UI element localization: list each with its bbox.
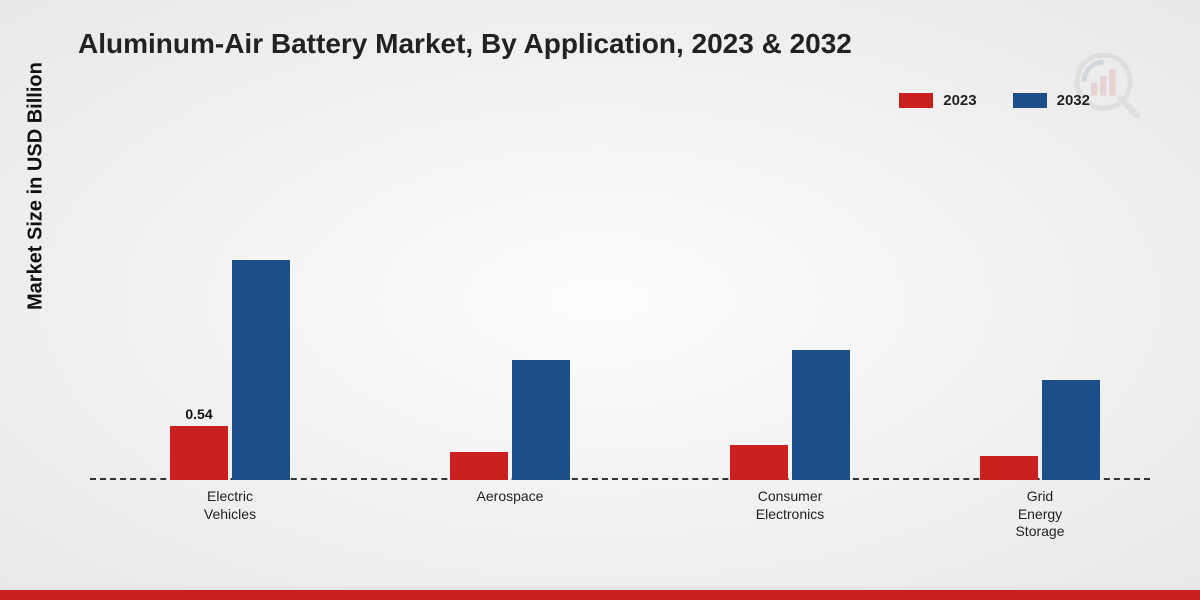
- bar-group-grid-energy-storage: Grid Energy Storage: [960, 380, 1120, 480]
- legend-item-2032: 2032: [1013, 92, 1090, 109]
- y-axis-label: Market Size in USD Billion: [25, 62, 48, 310]
- bar-group-aerospace: Aerospace: [430, 360, 590, 480]
- page: Aluminum-Air Battery Market, By Applicat…: [0, 0, 1200, 600]
- category-label-grid-energy-storage: Grid Energy Storage: [960, 488, 1120, 541]
- legend-label-2032: 2032: [1057, 92, 1090, 109]
- category-label-electric-vehicles: Electric Vehicles: [150, 488, 310, 523]
- chart-title: Aluminum-Air Battery Market, By Applicat…: [78, 28, 852, 60]
- bar-2023-grid-energy-storage: [980, 456, 1038, 480]
- bar-2023-electric-vehicles: [170, 426, 228, 480]
- legend-label-2023: 2023: [943, 92, 976, 109]
- bar-2032-consumer-electronics: [792, 350, 850, 480]
- value-label-ev-2023: 0.54: [185, 406, 212, 422]
- bar-2023-consumer-electronics: [730, 445, 788, 480]
- legend: 2023 2032: [899, 92, 1090, 109]
- bar-2032-electric-vehicles: [232, 260, 290, 480]
- legend-swatch-2032: [1013, 93, 1047, 108]
- bar-group-electric-vehicles: 0.54 Electric Vehicles: [150, 260, 310, 480]
- legend-item-2023: 2023: [899, 92, 976, 109]
- bar-group-consumer-electronics: Consumer Electronics: [710, 350, 870, 480]
- category-label-aerospace: Aerospace: [430, 488, 590, 506]
- bar-2032-grid-energy-storage: [1042, 380, 1100, 480]
- bar-2032-aerospace: [512, 360, 570, 480]
- plot-area: 0.54 Electric Vehicles Aerospace Consume…: [90, 150, 1150, 480]
- category-label-consumer-electronics: Consumer Electronics: [710, 488, 870, 523]
- bar-2023-aerospace: [450, 452, 508, 480]
- footer-accent-bar: [0, 586, 1200, 600]
- legend-swatch-2023: [899, 93, 933, 108]
